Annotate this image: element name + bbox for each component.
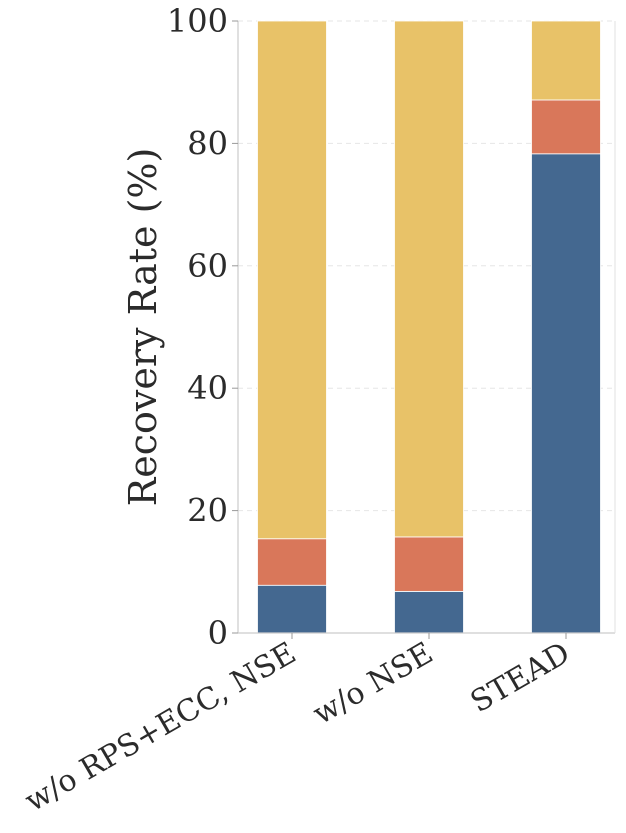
bar-segment	[257, 20, 327, 540]
x-tick-label: STEAD	[465, 636, 576, 720]
bar-segment	[394, 536, 464, 592]
bar-segment	[394, 20, 464, 538]
x-tick-label: w/o RPS+ECC, NSE	[19, 636, 302, 819]
bar-segment	[394, 590, 464, 634]
bar-segment	[257, 538, 327, 586]
bar-segment	[531, 99, 601, 155]
x-tick-label: w/o NSE	[307, 636, 439, 732]
y-tick-label: 100	[167, 2, 228, 40]
bar-segment	[531, 153, 601, 634]
bar-segment	[531, 20, 601, 101]
bars	[257, 20, 601, 634]
y-tick-label: 40	[187, 369, 228, 407]
y-tick-label: 60	[187, 247, 228, 285]
y-tick-label: 20	[187, 492, 228, 530]
y-tick-label: 0	[208, 614, 228, 652]
y-tick-labels: 0 20 40 60 80 100	[167, 2, 238, 652]
x-tick-labels: w/o RPS+ECC, NSE w/o NSE STEAD	[19, 633, 576, 819]
bar-segment	[257, 584, 327, 634]
y-axis-label: Recovery Rate (%)	[121, 148, 165, 507]
axes	[237, 21, 616, 634]
y-tick-label: 80	[187, 124, 228, 162]
